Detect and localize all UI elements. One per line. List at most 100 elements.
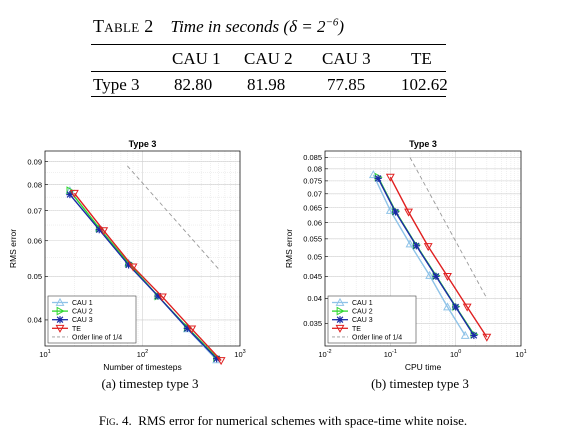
legend-label: TE <box>72 326 81 333</box>
y-tick-label: 0.075 <box>303 177 322 186</box>
y-tick-label: 0.04 <box>27 316 42 325</box>
y-tick-label: 0.06 <box>27 236 42 245</box>
legend-marker <box>335 297 345 306</box>
data-point <box>460 330 470 339</box>
chart-a: 101 102 103 0.04 0.05 0.06 0.07 0.08 0.09 Type 3 N… <box>8 139 246 372</box>
data-point <box>482 333 492 342</box>
y-tick-label: 0.04 <box>307 294 322 303</box>
table-header-cau1: CAU 1 <box>172 49 221 68</box>
table-cell-te: 102.62 <box>401 75 448 94</box>
series-line <box>73 192 222 361</box>
data-point <box>69 189 79 198</box>
y-tick-label: 0.08 <box>307 165 322 174</box>
y-tick-label: 0.045 <box>303 272 322 281</box>
order-reference-line <box>409 157 488 299</box>
figure-caption: Fig. 4. RMS error for numerical schemes … <box>0 413 566 429</box>
y-tick-label: 0.09 <box>27 157 42 166</box>
legend-marker <box>56 306 65 316</box>
legend-marker <box>336 316 344 324</box>
table-cell-cau1: 82.80 <box>174 75 213 94</box>
y-tick-label: 0.07 <box>27 206 42 215</box>
data-point <box>432 272 440 280</box>
x-tick-label: 103 <box>234 349 245 359</box>
table-cell-cau2: 81.98 <box>247 75 286 94</box>
table-header-cau2: CAU 2 <box>244 49 293 68</box>
table-bottom-rule <box>91 96 446 97</box>
data-point <box>391 208 400 216</box>
table-header-cau3: CAU 3 <box>322 49 371 68</box>
table-mid-rule <box>91 71 446 72</box>
series-line <box>372 174 466 336</box>
subcaption-b: (b) timestep type 3 <box>371 376 469 391</box>
y-tick-label: 0.05 <box>307 252 322 261</box>
legend-label: CAU 3 <box>352 317 373 324</box>
legend-marker <box>55 324 65 333</box>
x-axis-label: CPU time <box>405 362 442 372</box>
x-tick-label: 101 <box>39 349 50 359</box>
y-tick-label: 0.07 <box>307 189 322 198</box>
legend-label: TE <box>352 326 361 333</box>
chart-title: Type 3 <box>409 139 437 149</box>
legend-label: CAU 2 <box>72 309 93 316</box>
data-point <box>128 263 138 272</box>
data-point <box>385 173 395 182</box>
plot-frame <box>324 150 522 347</box>
series-line <box>69 194 218 360</box>
table-caption-end: ) <box>338 17 345 36</box>
table-row-label: Type 3 <box>93 75 140 94</box>
table-label: Table 2 <box>93 16 154 36</box>
legend-marker <box>336 306 345 316</box>
data-point <box>443 272 452 281</box>
y-tick-label: 0.085 <box>303 153 322 162</box>
x-tick-label: 10-2 <box>318 349 331 359</box>
legend-marker <box>56 316 64 324</box>
legend-label: CAU 2 <box>352 309 373 316</box>
figure-caption-text: RMS error for numerical schemes with spa… <box>138 413 468 428</box>
table-cell-cau3: 77.85 <box>327 75 366 94</box>
legend-marker <box>55 297 65 306</box>
data-point <box>216 357 226 366</box>
table-header-te: TE <box>411 49 432 68</box>
legend-label: Order line of 1/4 <box>72 334 122 341</box>
data-point <box>425 270 435 279</box>
x-axis-label: Number of timesteps <box>103 362 181 372</box>
order-reference-line <box>127 165 219 269</box>
data-point <box>99 227 109 236</box>
y-axis-label: RMS error <box>8 229 18 268</box>
data-point <box>66 190 74 199</box>
legend-label: CAU 1 <box>72 300 93 307</box>
figure-label: Fig. 4. <box>98 413 132 428</box>
data-point <box>404 208 413 217</box>
legend-marker <box>335 324 345 333</box>
data-point <box>187 325 197 334</box>
x-tick-label: 102 <box>137 349 148 359</box>
chart-b: 10-2 10-1 100 101 0.035 0.04 0.045 0.05 0.055 0.0… <box>284 139 527 372</box>
y-tick-label: 0.055 <box>303 235 322 244</box>
data-point <box>157 293 167 302</box>
plot-frame <box>44 150 241 347</box>
legend-label: CAU 1 <box>352 300 373 307</box>
series-line <box>389 176 488 338</box>
table-caption-exponent: −6 <box>325 16 339 29</box>
data-point <box>423 243 433 252</box>
chart-title: Type 3 <box>129 139 157 149</box>
data-point <box>443 302 452 311</box>
table-caption-text: Time in seconds (δ = 2 <box>170 17 326 36</box>
data-point <box>405 239 415 248</box>
x-tick-label: 10-1 <box>384 349 397 359</box>
legend-label: Order line of 1/4 <box>352 334 402 341</box>
legend-label: CAU 3 <box>72 317 93 324</box>
y-tick-label: 0.06 <box>307 218 322 227</box>
subcaption-a: (a) timestep type 3 <box>101 376 199 391</box>
y-tick-label: 0.05 <box>27 272 42 281</box>
y-axis-label: RMS error <box>284 229 294 268</box>
data-point <box>374 174 382 182</box>
data-point <box>462 303 472 312</box>
data-point <box>470 331 478 340</box>
y-tick-label: 0.08 <box>27 180 42 189</box>
table-caption: Table 2 Time in seconds (δ = 2−6) <box>93 16 344 37</box>
series-line <box>377 178 475 336</box>
y-tick-label: 0.065 <box>303 203 322 212</box>
table-top-rule <box>91 44 446 45</box>
x-tick-label: 101 <box>515 349 526 359</box>
